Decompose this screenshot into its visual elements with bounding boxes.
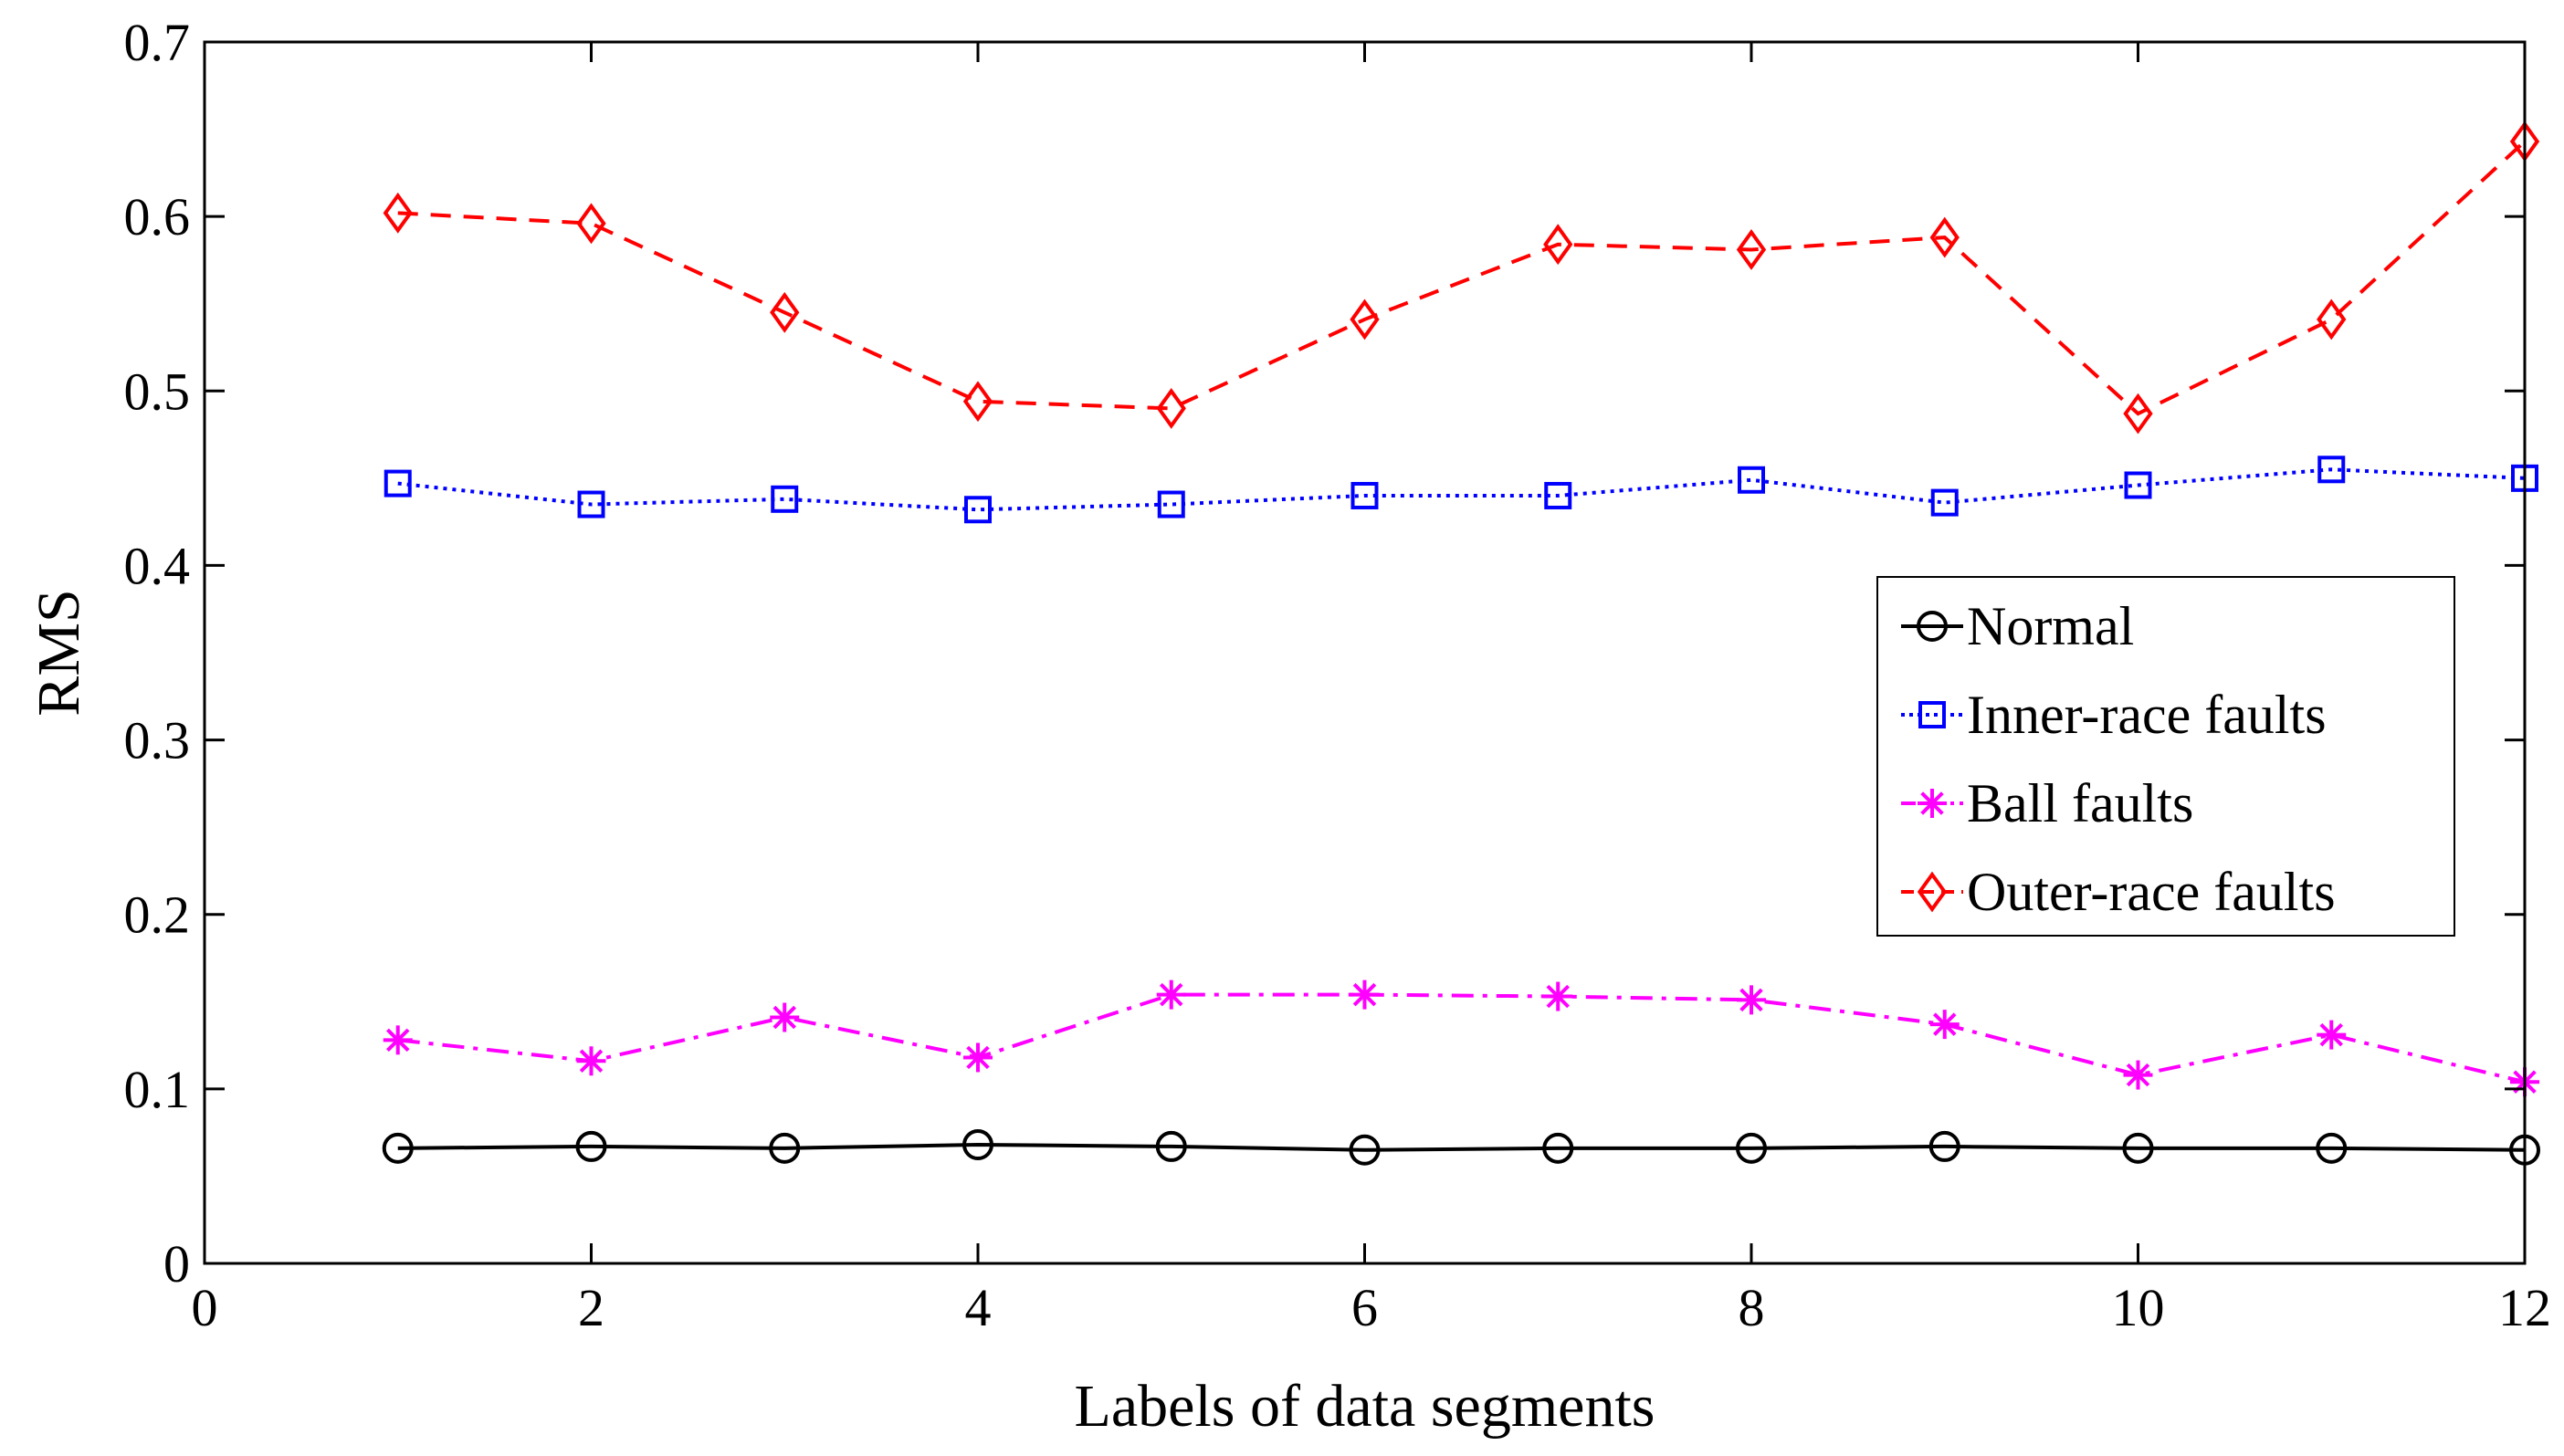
legend-item-ball-faults: Ball faults	[1901, 773, 2193, 833]
y-tick-label: 0.1	[124, 1060, 191, 1119]
y-tick-label: 0.2	[124, 885, 191, 945]
data-point-outer-race-faults	[770, 291, 800, 333]
data-point-normal	[2316, 1132, 2348, 1164]
data-point-ball-faults	[770, 1002, 800, 1032]
series-line-outer-race-faults	[397, 140, 2527, 416]
data-point-normal	[575, 1130, 607, 1162]
legend-marker-ball-faults	[1918, 789, 1947, 818]
data-point-inner-race-faults	[1157, 490, 1185, 519]
data-point-outer-race-faults	[1543, 224, 1573, 266]
series-outer-race-faults	[383, 120, 2540, 435]
data-point-normal	[1349, 1134, 1381, 1166]
axis-ticks: 0 2 4 6 8 10 12 0 0.1 0.2 0.3 0.4 0.5 0.6 0.7	[124, 13, 2552, 1337]
data-point-ball-faults	[2123, 1060, 2153, 1090]
data-point-normal	[769, 1132, 801, 1164]
legend-label-inner-race-faults: Inner-race faults	[1967, 685, 2327, 745]
legend-marker-normal	[1917, 611, 1948, 642]
y-tick-label: 0.5	[124, 361, 191, 421]
data-point-outer-race-faults	[576, 203, 606, 245]
x-axis-title: Labels of data segments	[1075, 1373, 1655, 1440]
series-line-normal	[397, 1143, 2526, 1152]
data-point-normal	[1155, 1130, 1187, 1162]
x-tick-label: 12	[2498, 1278, 2551, 1337]
data-point-outer-race-faults	[2123, 393, 2153, 435]
data-point-outer-race-faults	[1156, 387, 1186, 429]
data-point-inner-race-faults	[964, 496, 992, 524]
series-inner-race-faults	[384, 456, 2538, 524]
data-point-normal	[382, 1132, 414, 1164]
series-line-ball-faults	[397, 992, 2526, 1084]
legend-marker-inner-race-faults	[1918, 701, 1946, 728]
data-point-outer-race-faults	[1350, 299, 1380, 340]
data-point-normal	[1928, 1130, 1960, 1162]
data-point-inner-race-faults	[1350, 481, 1379, 509]
y-tick-label: 0.7	[124, 13, 191, 72]
data-point-inner-race-faults	[2124, 471, 2152, 499]
data-point-inner-race-faults	[384, 469, 412, 498]
data-point-ball-faults	[963, 1042, 993, 1073]
data-point-inner-race-faults	[771, 485, 799, 513]
legend-item-normal: Normal	[1901, 596, 2134, 656]
y-tick-label: 0.4	[124, 536, 191, 595]
data-point-ball-faults	[1350, 979, 1380, 1010]
data-point-inner-race-faults	[1544, 481, 1572, 509]
data-point-outer-race-faults	[962, 381, 993, 423]
data-point-ball-faults	[1737, 985, 1766, 1015]
data-point-normal	[1542, 1132, 1574, 1164]
legend-label-outer-race-faults: Outer-race faults	[1967, 862, 2336, 922]
legend-box	[1876, 576, 2455, 937]
legend-item-inner-race-faults: Inner-race faults	[1901, 685, 2327, 745]
data-point-inner-race-faults	[577, 490, 605, 519]
data-point-outer-race-faults	[2317, 299, 2347, 340]
data-point-normal	[1736, 1132, 1767, 1164]
data-point-ball-faults	[383, 1025, 413, 1055]
data-point-outer-race-faults	[1736, 229, 1767, 270]
data-point-outer-race-faults	[1929, 216, 1960, 258]
data-point-inner-race-faults	[1738, 466, 1765, 494]
y-tick-label: 0	[163, 1234, 190, 1294]
x-tick-label: 8	[1739, 1278, 1765, 1337]
x-tick-label: 0	[192, 1278, 218, 1337]
x-tick-label: 2	[578, 1278, 604, 1337]
data-point-ball-faults	[1543, 981, 1573, 1011]
data-point-inner-race-faults	[1930, 488, 1959, 517]
y-tick-label: 0.6	[124, 187, 191, 246]
legend-label-normal: Normal	[1967, 596, 2134, 656]
legend: Normal Inner-race faults Ball faults Outer-…	[1876, 576, 2455, 937]
legend-label-ball-faults: Ball faults	[1967, 773, 2193, 833]
data-point-ball-faults	[1156, 979, 1186, 1010]
legend-item-outer-race-faults: Outer-race faults	[1901, 862, 2336, 922]
data-point-ball-faults	[576, 1046, 606, 1076]
x-tick-label: 4	[965, 1278, 992, 1337]
y-axis-title: RMS	[26, 589, 92, 716]
y-tick-label: 0.3	[124, 711, 191, 770]
x-tick-label: 10	[2112, 1278, 2165, 1337]
data-point-normal	[962, 1129, 993, 1161]
legend-marker-outer-race-faults	[1917, 871, 1948, 913]
data-point-ball-faults	[1929, 1010, 1960, 1040]
series-normal	[382, 1129, 2540, 1166]
data-point-inner-race-faults	[2317, 456, 2346, 484]
x-tick-label: 6	[1351, 1278, 1378, 1337]
data-point-outer-race-faults	[383, 192, 413, 234]
data-point-normal	[2122, 1132, 2154, 1164]
data-point-ball-faults	[2317, 1020, 2347, 1050]
